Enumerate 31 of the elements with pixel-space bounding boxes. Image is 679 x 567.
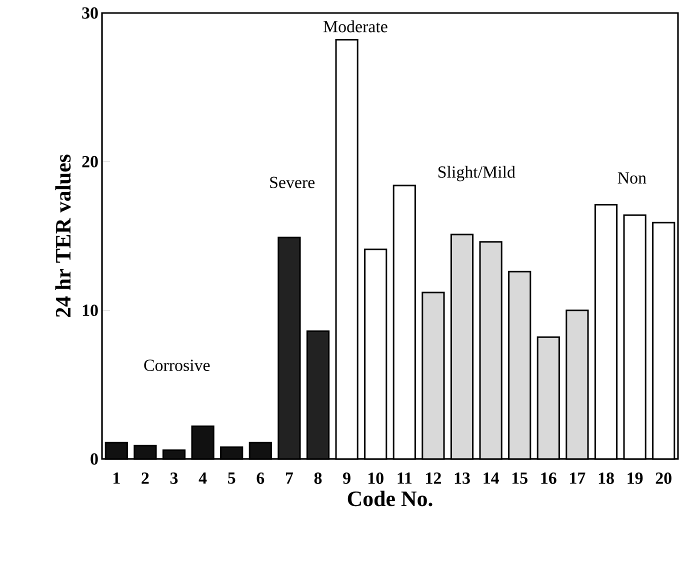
x-tick-label: 15 xyxy=(512,472,528,484)
x-tick-label: 1 xyxy=(114,472,120,484)
x-tick-label: 10 xyxy=(368,472,384,484)
y-tick-label: 10 xyxy=(82,304,98,316)
x-tick-label: 16 xyxy=(541,472,556,484)
x-tick-label: 20 xyxy=(656,472,672,484)
x-tick-label: 4 xyxy=(198,472,207,484)
annotation: Slight/Mild xyxy=(438,166,516,182)
x-tick-label: 9 xyxy=(343,472,350,484)
x-tick-label: 19 xyxy=(628,472,643,484)
y-axis-title: 24 hr TER values xyxy=(55,154,71,317)
annotation: Corrosive xyxy=(144,360,210,372)
x-tick-label: 7 xyxy=(286,472,294,484)
x-tick-label: 3 xyxy=(170,472,178,484)
x-tick-label: 6 xyxy=(256,472,264,484)
x-axis-title: Code No. xyxy=(348,490,432,506)
x-tick-label: 13 xyxy=(454,472,470,484)
x-tick-label: 17 xyxy=(570,472,586,484)
x-tick-label: 18 xyxy=(598,472,614,484)
annotation: Non xyxy=(618,172,646,184)
y-tick-label: 20 xyxy=(82,156,98,168)
annotation: Moderate xyxy=(323,20,388,32)
annotation: Severe xyxy=(270,176,315,188)
x-tick-label: 8 xyxy=(314,472,322,484)
x-tick-label: 14 xyxy=(484,472,499,484)
x-tick-label: 11 xyxy=(398,472,412,484)
x-tick-label: 5 xyxy=(228,472,236,484)
x-tick-label: 2 xyxy=(142,472,149,484)
x-tick-label: 12 xyxy=(426,472,441,484)
y-tick-label: 0 xyxy=(90,453,98,465)
y-tick-label: 30 xyxy=(82,7,98,19)
